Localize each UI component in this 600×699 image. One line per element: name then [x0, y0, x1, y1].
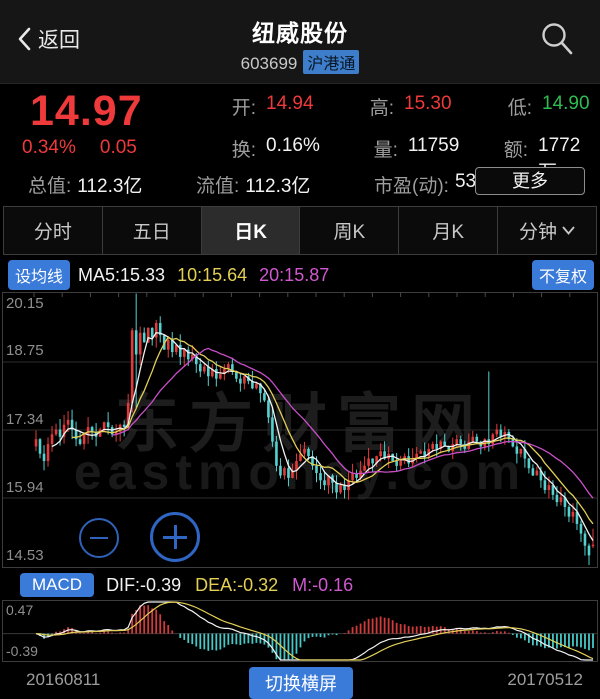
price-change: 0.34% 0.05: [22, 137, 172, 159]
hgt-badge: 沪港通: [303, 50, 360, 74]
ma10-readout: 10:15.64: [177, 264, 248, 285]
macd-dif-readout: DIF:-0.39: [106, 574, 182, 595]
macd-dea-readout: DEA:-0.32: [195, 574, 279, 595]
macd-y-top: 0.47: [6, 602, 34, 618]
ma-settings-button[interactable]: 设均线: [8, 260, 71, 290]
tab-monthly-k[interactable]: 月K: [398, 207, 497, 254]
watermark-cn: 东方财富网: [115, 388, 485, 460]
macd-indicator-button[interactable]: MACD: [20, 573, 95, 597]
stat-total-value: 总值: 112.3亿: [28, 176, 143, 197]
stock-code: 603699: [240, 54, 298, 73]
adjust-mode-button[interactable]: 不复权: [531, 260, 594, 290]
back-button[interactable]: 返回: [18, 24, 80, 54]
tab-minute[interactable]: 分钟: [497, 207, 596, 254]
ma-toolbar: 设均线 MA5:15.33 10:15.64 20:15.87 不复权: [0, 259, 600, 291]
search-icon[interactable]: [540, 22, 574, 58]
y-label-5: 14.53: [6, 547, 44, 564]
end-date: 20170512: [507, 670, 583, 689]
y-label-1: 20.15: [6, 295, 44, 312]
quote-panel: 14.97 0.34% 0.05 开: 14.94 高: 15.30 低: 14.90…: [0, 85, 600, 201]
macd-m-readout: M:-0.16: [292, 574, 354, 595]
zoom-in-button[interactable]: [150, 512, 200, 562]
last-price: 14.97: [30, 87, 143, 135]
stat-open: 开: 14.94: [231, 93, 314, 119]
stat-high: 高: 15.30: [369, 93, 452, 119]
header: 返回 纽威股份 603699 沪港通: [0, 0, 600, 84]
macd-y-bottom: -0.39: [6, 643, 38, 659]
tab-fenshi[interactable]: 分时: [33, 222, 72, 243]
stat-volume: 量: 11759: [373, 135, 460, 161]
page-title: 纽威股份: [252, 20, 348, 46]
macd-header: MACD DIF:-0.39 DEA:-0.32 M:-0.16: [0, 571, 600, 599]
rotate-screen-button[interactable]: 切换横屏: [249, 667, 353, 699]
ma20-readout: 20:15.87: [259, 264, 330, 285]
ma5-readout: MA5:15.33: [78, 264, 166, 285]
zoom-out-button[interactable]: [79, 518, 119, 558]
chevron-left-icon: [18, 27, 31, 51]
kline-canvas: [3, 293, 597, 566]
period-tabbar: 分时 五日 日K 周K 月K 分钟: [3, 206, 597, 255]
tab-daily-k[interactable]: 日K: [200, 207, 300, 254]
watermark-en: eastmoney.com: [73, 444, 527, 500]
stats-grid: 开: 14.94 高: 15.30 低: 14.90 换: 0.16% 量: 11759 …: [178, 93, 592, 183]
macd-chart[interactable]: 0.47 -0.39: [2, 600, 598, 662]
y-label-4: 15.94: [6, 479, 44, 496]
change-percent: 0.34%: [22, 137, 76, 158]
more-button[interactable]: 更多: [475, 167, 585, 195]
stat-turnover: 换: 0.16%: [231, 135, 320, 161]
valuation-row: 总值:112.3亿 流值:112.3亿 市盈(动):53.95 更多: [28, 167, 600, 198]
change-value: 0.05: [99, 137, 137, 158]
y-label-2: 18.75: [6, 342, 44, 359]
stock-code-row: 603699 沪港通: [0, 50, 600, 74]
stat-low: 低: 14.90: [507, 93, 590, 119]
chevron-down-icon: [562, 226, 575, 235]
stat-float-value: 流值: 112.3亿: [196, 176, 311, 197]
start-date: 20160811: [26, 670, 101, 689]
back-label: 返回: [38, 29, 80, 52]
chart-footer: 20160811 切换横屏 20170512: [0, 664, 600, 699]
tab-wuri[interactable]: 五日: [101, 207, 201, 254]
tab-weekly-k[interactable]: 周K: [299, 207, 398, 254]
macd-canvas: [3, 601, 597, 661]
kline-chart[interactable]: 东方财富网 eastmoney.com 20.15 18.75 17.34 15…: [2, 292, 598, 568]
y-label-3: 17.34: [6, 411, 44, 428]
